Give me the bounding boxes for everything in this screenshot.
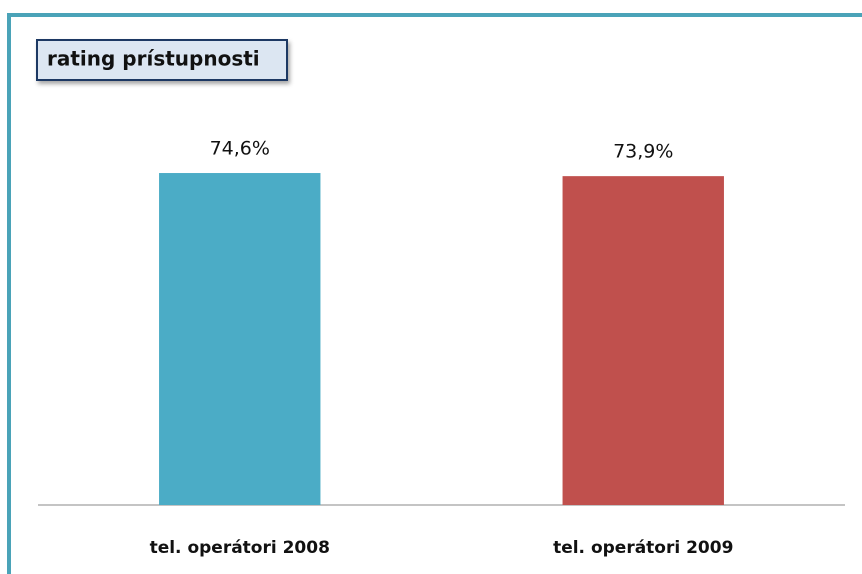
bar [562,176,724,505]
x-tick-label: tel. operátori 2009 [553,538,733,558]
title-box [36,39,288,81]
x-tick-label: tel. operátori 2008 [150,538,330,558]
value-label: 74,6% [210,138,270,160]
value-label: 73,9% [613,141,673,163]
chart-title: rating prístupnosti [47,47,260,71]
frame [7,13,862,574]
bar [159,173,321,505]
